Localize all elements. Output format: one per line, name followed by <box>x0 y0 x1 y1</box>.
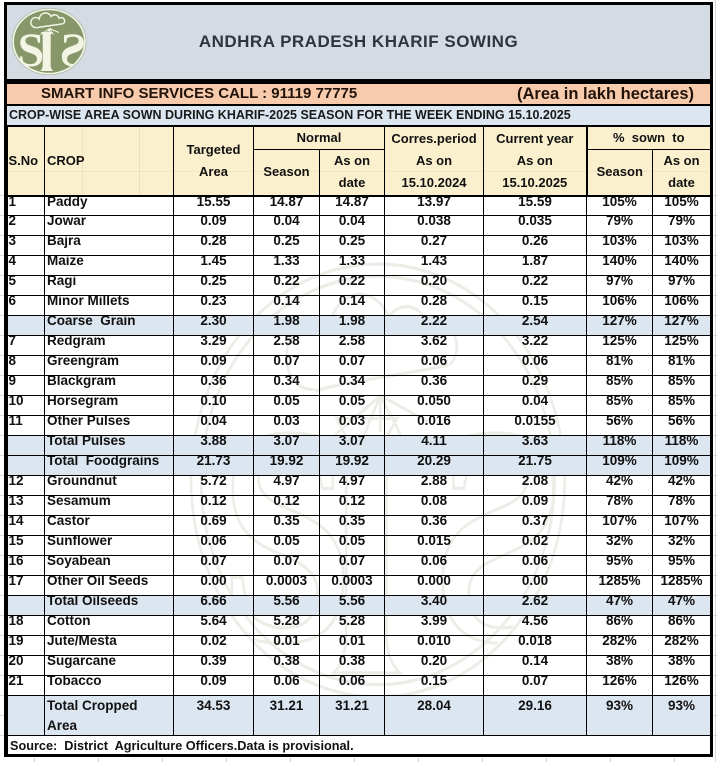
svg-text:S: S <box>17 24 44 75</box>
svg-text:S: S <box>60 24 87 75</box>
